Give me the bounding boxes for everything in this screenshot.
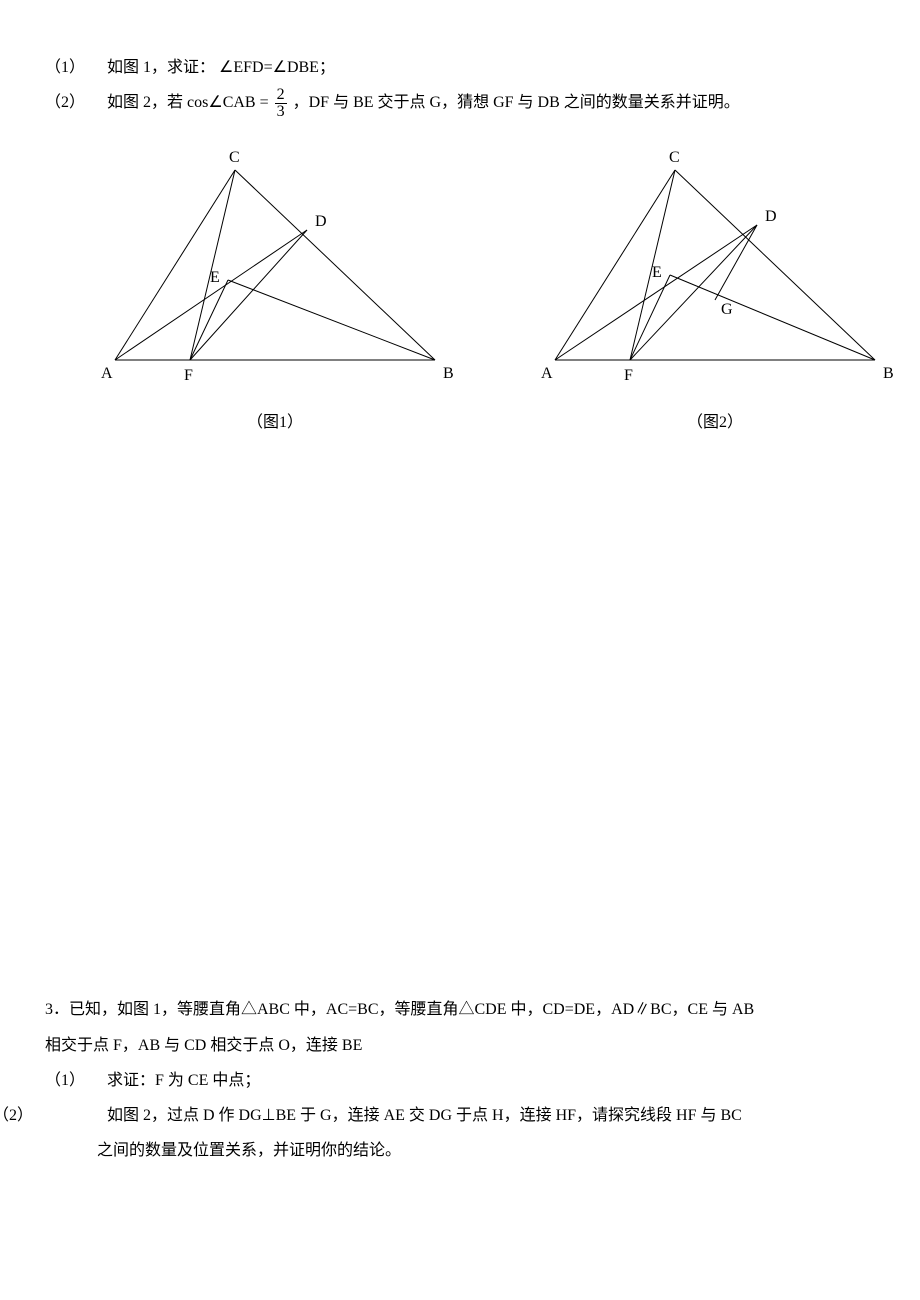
svg-text:D: D <box>765 208 777 225</box>
figure-2-block: A B C D E F G （图2） <box>525 150 905 432</box>
figure-1-caption: （图1） <box>247 408 303 432</box>
p3-part2-text-a: 如图 2，过点 D 作 DG⊥BE 于 G，连接 AE 交 DG 于点 H，连接… <box>107 1107 742 1124</box>
part2-cos: cos∠CAB = 23 <box>187 94 289 111</box>
svg-text:C: C <box>229 150 240 166</box>
problem3-intro-a: 3．已知，如图 1，等腰直角△ABC 中，AC=BC，等腰直角△CDE 中，CD… <box>45 992 875 1027</box>
problem3-intro-b: 相交于点 F，AB 与 CD 相交于点 O，连接 BE <box>45 1028 875 1063</box>
problem3-part2-line1: （2） 如图 2，过点 D 作 DG⊥BE 于 G，连接 AE 交 DG 于点 … <box>45 1098 875 1133</box>
figures-row: A B C D E F （图1） A B C D E F G （图2） <box>45 150 875 432</box>
figure-1-block: A B C D E F （图1） <box>85 150 465 432</box>
figure-2-caption: （图2） <box>687 408 743 432</box>
part2-text-a: 如图 2，若 <box>107 94 187 111</box>
svg-text:F: F <box>624 367 633 384</box>
p3-part1-text: 求证：F 为 CE 中点； <box>107 1072 260 1089</box>
part2-label: （2） <box>45 85 103 120</box>
problem3-part1: （1） 求证：F 为 CE 中点； <box>45 1063 875 1098</box>
svg-text:E: E <box>210 269 220 286</box>
problem3-part2-line2: 之间的数量及位置关系，并证明你的结论。 <box>45 1133 875 1168</box>
svg-text:B: B <box>883 365 894 382</box>
svg-text:D: D <box>315 213 327 230</box>
svg-text:G: G <box>721 301 733 318</box>
figure-1-svg: A B C D E F <box>85 150 465 390</box>
part1-label: （1） <box>45 50 103 85</box>
svg-text:A: A <box>101 365 113 382</box>
svg-text:B: B <box>443 365 454 382</box>
svg-text:E: E <box>652 264 662 281</box>
svg-text:A: A <box>541 365 553 382</box>
part1-eq: ∠EFD=∠DBE； <box>219 59 335 76</box>
part2-text-b: ，DF 与 BE 交于点 G，猜想 GF 与 DB 之间的数量关系并证明。 <box>293 94 740 111</box>
problem1-part2: （2） 如图 2，若 cos∠CAB = 23 ，DF 与 BE 交于点 G，猜… <box>45 85 875 120</box>
svg-text:F: F <box>184 367 193 384</box>
p3-part1-label: （1） <box>45 1063 103 1098</box>
svg-text:C: C <box>669 150 680 166</box>
p3-part2-label: （2） <box>45 1098 103 1133</box>
problem1-part1: （1） 如图 1，求证： ∠EFD=∠DBE； <box>45 50 875 85</box>
figure-2-svg: A B C D E F G <box>525 150 905 390</box>
part1-text: 如图 1，求证： <box>107 59 215 76</box>
